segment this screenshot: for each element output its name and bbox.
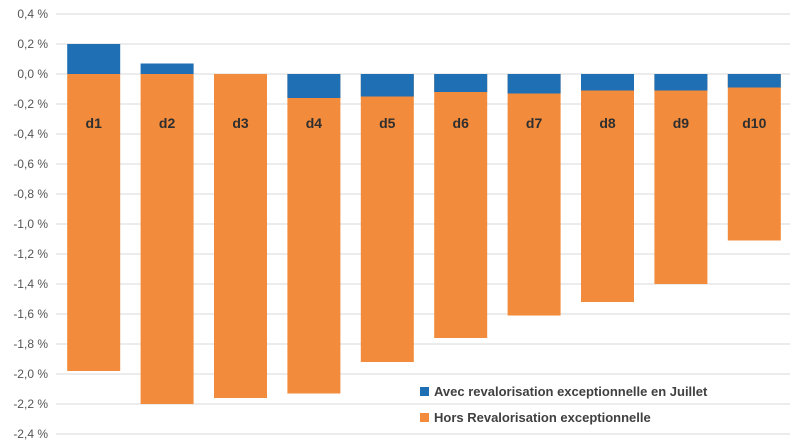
y-tick-label: -1,2 % bbox=[13, 247, 48, 261]
category-label-d3: d3 bbox=[232, 115, 249, 131]
y-tick-label: -1,4 % bbox=[13, 277, 48, 291]
bar-hors-d9 bbox=[654, 74, 708, 284]
category-label-d1: d1 bbox=[86, 115, 103, 131]
bars bbox=[67, 44, 781, 404]
bar-avec-d4 bbox=[287, 74, 341, 98]
bar-hors-d2 bbox=[140, 74, 194, 404]
bar-avec-d2 bbox=[140, 63, 194, 74]
category-label-d6: d6 bbox=[453, 115, 470, 131]
bar-hors-d1 bbox=[67, 74, 121, 371]
bar-avec-d10 bbox=[727, 74, 781, 88]
y-tick-label: 0,2 % bbox=[17, 37, 48, 51]
y-tick-label: -0,8 % bbox=[13, 187, 48, 201]
y-tick-label: -2,4 % bbox=[13, 427, 48, 441]
y-tick-label: 0,4 % bbox=[17, 7, 48, 21]
legend-swatch-2 bbox=[420, 412, 429, 422]
category-label-d7: d7 bbox=[526, 115, 543, 131]
bar-hors-d4 bbox=[287, 74, 341, 394]
y-tick-label: -1,6 % bbox=[13, 307, 48, 321]
legend-item-2: Hors Revalorisation exceptionnelle bbox=[420, 404, 707, 430]
legend-label-2: Hors Revalorisation exceptionnelle bbox=[434, 409, 651, 425]
bar-hors-d3 bbox=[214, 74, 267, 398]
bar-hors-d7 bbox=[507, 74, 561, 316]
category-label-d2: d2 bbox=[159, 115, 176, 131]
y-tick-label: -1,0 % bbox=[13, 217, 48, 231]
bar-avec-d1 bbox=[67, 44, 121, 74]
bar-hors-d10 bbox=[727, 74, 781, 241]
legend-label-1: Avec revalorisation exceptionnelle en Ju… bbox=[434, 383, 708, 399]
y-tick-label: -2,0 % bbox=[13, 367, 48, 381]
bar-hors-d5 bbox=[360, 74, 414, 362]
y-tick-label: 0,0 % bbox=[17, 67, 48, 81]
legend-item-1: Avec revalorisation exceptionnelle en Ju… bbox=[420, 378, 707, 404]
category-label-d10: d10 bbox=[742, 115, 766, 131]
y-tick-label: -0,2 % bbox=[13, 97, 48, 111]
legend-swatch-1 bbox=[420, 386, 429, 396]
category-label-d4: d4 bbox=[306, 115, 323, 131]
y-tick-label: -2,2 % bbox=[13, 397, 48, 411]
bar-avec-d8 bbox=[581, 74, 634, 91]
bar-avec-d6 bbox=[434, 74, 488, 92]
bar-avec-d9 bbox=[654, 74, 708, 91]
category-labels: d1 d2 d3 d4 d5 d6 d7 d8 d9 d10 bbox=[86, 115, 767, 131]
y-tick-label: -0,4 % bbox=[13, 127, 48, 141]
bar-avec-d7 bbox=[507, 74, 561, 94]
y-tick-label: -0,6 % bbox=[13, 157, 48, 171]
y-tick-label: -1,8 % bbox=[13, 337, 48, 351]
category-label-d9: d9 bbox=[673, 115, 690, 131]
legend: Avec revalorisation exceptionnelle en Ju… bbox=[420, 378, 707, 430]
bar-avec-d5 bbox=[360, 74, 414, 97]
y-axis: 0,4 % 0,2 % 0,0 % -0,2 % -0,4 % -0,6 % -0,8 % -… bbox=[13, 7, 48, 441]
category-label-d5: d5 bbox=[379, 115, 396, 131]
bar-hors-d6 bbox=[434, 74, 488, 338]
category-label-d8: d8 bbox=[599, 115, 616, 131]
bar-hors-d8 bbox=[581, 74, 634, 302]
